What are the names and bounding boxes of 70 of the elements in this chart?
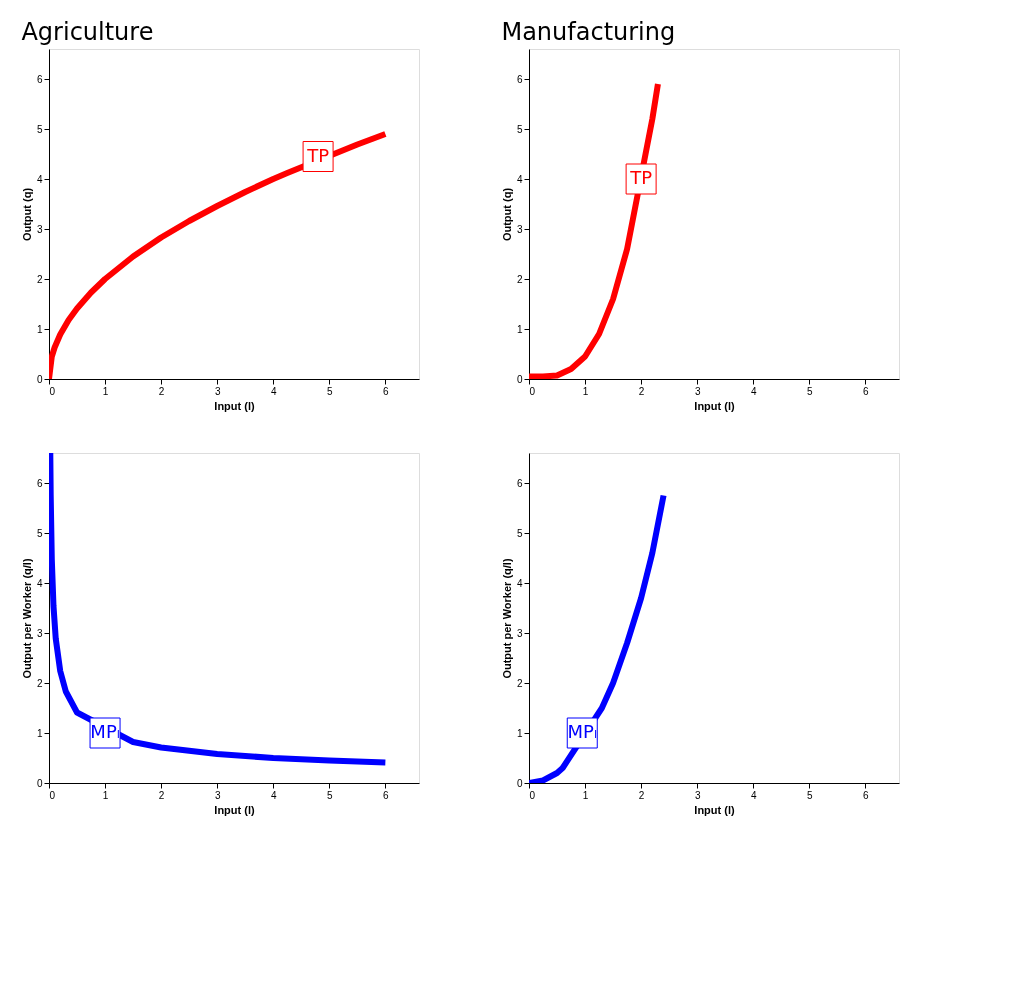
y-tick-label: 2 <box>516 273 523 285</box>
x-tick-label: 0 <box>529 385 536 397</box>
y-tick-label: 4 <box>516 577 523 589</box>
y-axis-title: Output (q) <box>20 187 33 242</box>
y-tick-label: 0 <box>516 777 523 789</box>
y-tick-label: 1 <box>36 323 43 335</box>
x-tick-label: 1 <box>582 789 589 801</box>
x-tick-label: 2 <box>638 789 645 801</box>
x-tick-label: 1 <box>102 385 109 397</box>
y-tick-label: 6 <box>516 477 523 489</box>
chart-title: Agriculture <box>21 18 154 46</box>
x-tick-label: 4 <box>750 385 757 397</box>
y-tick-label: 1 <box>36 727 43 739</box>
y-tick-label: 6 <box>36 477 43 489</box>
x-tick-label: 5 <box>327 385 334 397</box>
y-tick-label: 2 <box>36 273 43 285</box>
x-tick-label: 1 <box>102 789 109 801</box>
x-tick-label: 5 <box>327 789 334 801</box>
y-tick-label: 5 <box>36 123 43 135</box>
x-tick-label: 6 <box>383 385 390 397</box>
y-tick-label: 4 <box>36 173 43 185</box>
y-tick-label: 3 <box>36 627 43 639</box>
y-tick-label: 3 <box>516 223 523 235</box>
x-tick-label: 2 <box>158 789 165 801</box>
x-tick-label: 2 <box>638 385 645 397</box>
annotation: TP <box>306 144 330 166</box>
y-tick-label: 5 <box>36 527 43 539</box>
x-tick-label: 3 <box>694 789 701 801</box>
x-tick-label: 0 <box>529 789 536 801</box>
x-tick-label: 4 <box>750 789 757 801</box>
x-axis-title: Input (l) <box>694 803 735 816</box>
y-tick-label: 1 <box>516 727 523 739</box>
x-tick-label: 0 <box>49 385 56 397</box>
y-tick-label: 0 <box>36 373 43 385</box>
annotation: MPₗ <box>567 721 597 742</box>
x-tick-label: 2 <box>158 385 165 397</box>
y-axis-title: Output per Worker (q/l) <box>500 558 513 679</box>
x-tick-label: 5 <box>807 789 814 801</box>
x-tick-label: 4 <box>270 385 277 397</box>
x-tick-label: 6 <box>863 789 870 801</box>
x-tick-label: 0 <box>49 789 56 801</box>
y-tick-label: 5 <box>516 527 523 539</box>
annotation: TP <box>629 167 653 188</box>
y-tick-label: 4 <box>36 577 43 589</box>
annotation: MPₗ <box>90 721 120 742</box>
x-axis-title: Input (l) <box>214 803 255 816</box>
x-tick-label: 1 <box>582 385 589 397</box>
x-axis-title: Input (l) <box>214 399 255 412</box>
x-axis-title: Input (l) <box>694 399 735 412</box>
x-tick-label: 6 <box>383 789 390 801</box>
y-tick-label: 0 <box>516 373 523 385</box>
x-tick-label: 3 <box>694 385 701 397</box>
y-tick-label: 2 <box>516 677 523 689</box>
y-axis-title: Output (q) <box>500 187 513 242</box>
y-tick-label: 4 <box>516 173 523 185</box>
y-tick-label: 6 <box>36 73 43 85</box>
y-axis-title: Output per Worker (q/l) <box>20 558 33 679</box>
x-tick-label: 5 <box>807 385 814 397</box>
y-tick-label: 3 <box>516 627 523 639</box>
y-tick-label: 3 <box>36 223 43 235</box>
y-tick-label: 0 <box>36 777 43 789</box>
y-tick-label: 2 <box>36 677 43 689</box>
chart-title: Manufacturing <box>501 18 676 46</box>
y-tick-label: 6 <box>516 73 523 85</box>
x-tick-label: 6 <box>863 385 870 397</box>
x-tick-label: 3 <box>214 789 221 801</box>
x-tick-label: 4 <box>270 789 277 801</box>
y-tick-label: 5 <box>516 123 523 135</box>
y-tick-label: 1 <box>516 323 523 335</box>
x-tick-label: 3 <box>214 385 221 397</box>
